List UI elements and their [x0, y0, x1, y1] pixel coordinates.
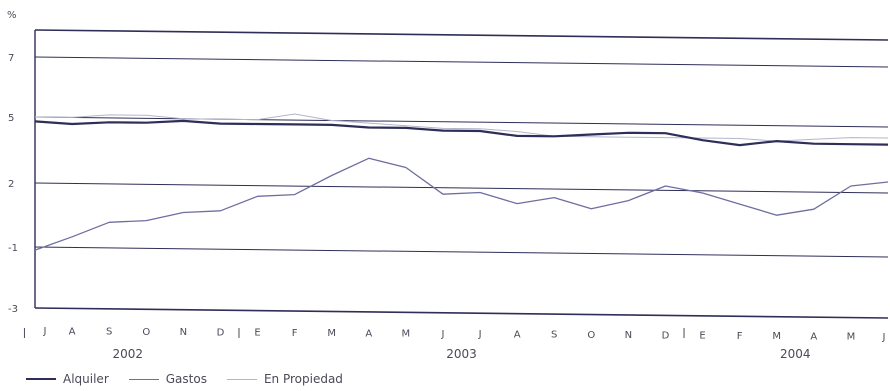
- legend-label-en-propiedad: En Propiedad: [263, 372, 343, 386]
- legend: Alquiler Gastos En Propiedad: [26, 372, 343, 386]
- x-tick-label: S: [551, 330, 557, 341]
- gridline: [34, 116, 889, 128]
- x-tick-label: F: [737, 331, 743, 342]
- y-tick-label: -1: [8, 243, 18, 254]
- x-tick-label: M: [847, 332, 856, 343]
- legend-label-alquiler: Alquiler: [63, 372, 109, 386]
- gridline: [34, 56, 889, 68]
- legend-swatch-en-propiedad: [226, 378, 257, 380]
- y-tick-label: 2: [8, 179, 14, 190]
- x-tick-label: D: [662, 330, 670, 341]
- series-line-gastos: [34, 157, 889, 251]
- x-tick-label: A: [514, 329, 521, 340]
- x-tick-label: S: [106, 327, 112, 338]
- x-tick-label: A: [365, 328, 372, 339]
- x-tick-label: A: [69, 326, 76, 337]
- x-tick-label: E: [254, 328, 260, 339]
- x-axis-years: 2002 2003 2004: [23, 328, 811, 361]
- x-tick-label: J: [43, 326, 47, 337]
- y-tick-label: -3: [8, 304, 18, 315]
- legend-swatch-alquiler: [26, 378, 56, 380]
- year-label: 2003: [446, 347, 477, 361]
- series-line-en-propiedad: [34, 113, 889, 142]
- x-tick-label: N: [180, 327, 187, 338]
- x-tick-label: M: [327, 328, 336, 339]
- x-tick-label: M: [772, 331, 781, 342]
- grid-lines: [34, 29, 889, 319]
- x-tick-label: D: [217, 327, 225, 338]
- x-tick-label: N: [625, 330, 632, 341]
- y-axis-unit: %: [7, 10, 17, 21]
- x-tick-label: F: [292, 328, 298, 339]
- gridline: [34, 182, 889, 194]
- x-tick-label: E: [699, 331, 705, 342]
- legend-item-alquiler: Alquiler: [26, 372, 109, 386]
- x-tick-label: A: [810, 331, 817, 342]
- y-tick-label: 7: [8, 53, 14, 64]
- series-lines: [34, 113, 889, 251]
- frame-bottom: [34, 307, 889, 319]
- series-line-alquiler: [34, 119, 889, 147]
- y-tick-label: 5: [8, 113, 14, 124]
- year-label: 2002: [112, 347, 143, 361]
- year-label: 2004: [780, 347, 811, 361]
- legend-item-gastos: Gastos: [128, 372, 207, 386]
- x-tick-label: M: [402, 329, 411, 340]
- x-tick-label: J: [440, 329, 444, 340]
- gridline: [34, 246, 889, 258]
- x-tick-label: J: [478, 329, 482, 340]
- x-tick-label: O: [587, 330, 595, 341]
- x-tick-label: O: [142, 327, 150, 338]
- frame-top: [34, 29, 889, 41]
- x-tick-label: J: [882, 332, 886, 343]
- legend-label-gastos: Gastos: [165, 372, 207, 386]
- y-axis-ticks: 7 5 2 -1 -3: [8, 53, 18, 315]
- legend-item-en-propiedad: En Propiedad: [226, 372, 343, 386]
- legend-swatch-gastos: [128, 378, 159, 380]
